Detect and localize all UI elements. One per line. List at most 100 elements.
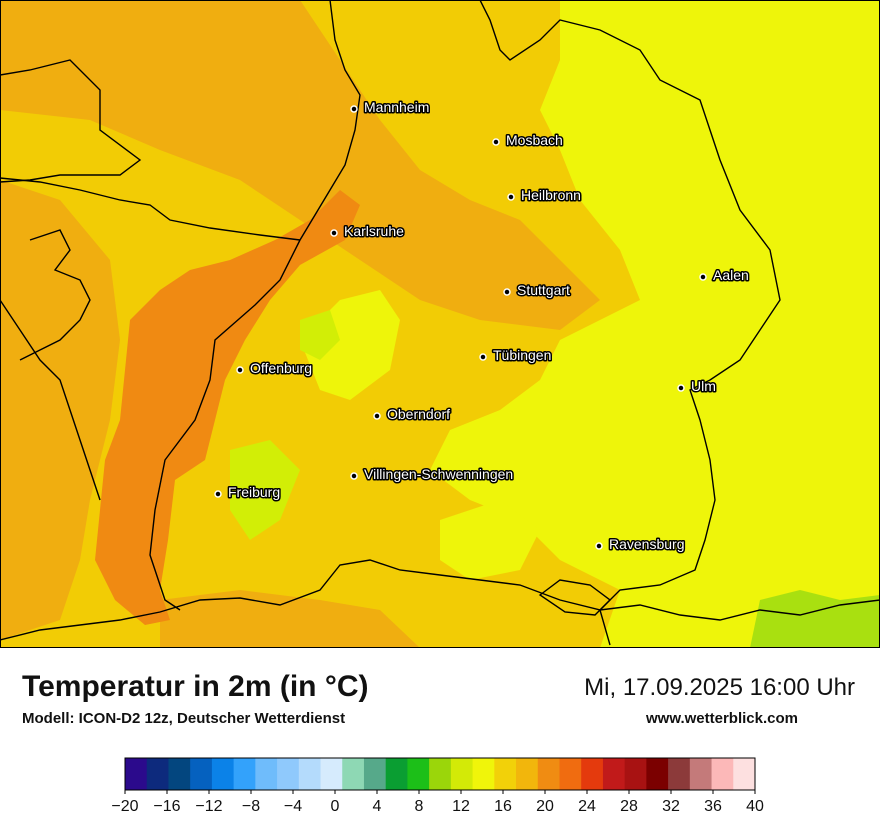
- scale-color-box: [363, 758, 387, 790]
- scale-tick-label: 0: [331, 798, 340, 815]
- scale-tick-label: 8: [415, 798, 424, 815]
- city-karlsruhe: Karlsruhe: [330, 222, 406, 241]
- city-stuttgart: Stuttgart: [503, 281, 572, 300]
- city-markers: Mannheim Mosbach Heilbronn Karlsruhe Aal…: [214, 98, 750, 554]
- fr-de-border: [0, 177, 301, 241]
- scale-color-box: [190, 758, 213, 790]
- scale-tick-label: −8: [242, 798, 260, 815]
- city-heilbronn: Heilbronn: [507, 186, 582, 205]
- scale-color-box: [472, 758, 495, 790]
- city-label-villingen: Villingen-Schwenningen: [364, 466, 513, 482]
- scale-tick-label: 32: [662, 798, 680, 815]
- city-mannheim: Mannheim: [350, 98, 431, 117]
- scale-frame: [124, 757, 756, 791]
- city-label-oberndorf: Oberndorf: [387, 406, 450, 422]
- color-scale-bar: [124, 757, 756, 791]
- borders: [0, 0, 880, 646]
- scale-color-box: [298, 758, 322, 790]
- scale-tick-label: 24: [578, 798, 596, 815]
- scale-color-box: [516, 758, 539, 790]
- scale-tick-label: −12: [195, 798, 222, 815]
- color-scale-legend: −20 −16 −12 −8 −4 0 4 8 12 16 20 24 28 32 36 40: [111, 757, 764, 815]
- scale-tick-label: 40: [746, 798, 764, 815]
- cool-region-3: [440, 500, 540, 580]
- scale-color-box: [168, 758, 191, 790]
- scale-color-box: [320, 758, 343, 790]
- city-label-ulm: Ulm: [691, 378, 716, 394]
- website-link[interactable]: www.wetterblick.com: [646, 710, 798, 727]
- scale-color-box: [646, 758, 669, 790]
- alsace-border: [19, 229, 91, 361]
- city-oberndorf: Oberndorf: [373, 405, 452, 424]
- warm-region-west: [0, 180, 120, 640]
- border-alps: [599, 599, 880, 621]
- state-border-north: [0, 59, 142, 183]
- scale-color-box: [407, 758, 430, 790]
- city-label-tuebingen: Tübingen: [493, 347, 551, 363]
- scale-color-box: [581, 758, 604, 790]
- scale-tick-label: 28: [620, 798, 638, 815]
- scale-tick-label: −16: [153, 798, 180, 815]
- scale-color-box: [559, 758, 582, 790]
- green-patch-mid: [300, 310, 340, 360]
- city-ravensburg: Ravensburg: [595, 535, 686, 554]
- scale-color-box: [385, 758, 408, 790]
- city-label-aalen: Aalen: [713, 267, 749, 283]
- city-label-mannheim: Mannheim: [364, 99, 429, 115]
- city-label-karlsruhe: Karlsruhe: [344, 223, 404, 239]
- city-label-mosbach: Mosbach: [506, 132, 563, 148]
- green-patch-bf: [230, 440, 300, 540]
- color-scale-ticks: −20 −16 −12 −8 −4 0 4 8 12 16 20 24 28 32 36 40: [111, 790, 764, 815]
- city-label-stuttgart: Stuttgart: [517, 282, 570, 298]
- scale-tick-label: −4: [284, 798, 302, 815]
- city-tuebingen: Tübingen: [479, 346, 553, 365]
- city-label-ravensburg: Ravensburg: [609, 536, 685, 552]
- scale-color-box: [668, 758, 691, 790]
- scale-color-box: [450, 758, 474, 790]
- swiss-border: [0, 559, 611, 646]
- city-label-offenburg: Offenburg: [250, 360, 312, 376]
- city-offenburg: Offenburg: [236, 359, 314, 378]
- scale-tick-label: 4: [373, 798, 382, 815]
- forecast-datetime: Mi, 17.09.2025 16:00 Uhr: [584, 674, 855, 701]
- scale-color-box: [255, 758, 278, 790]
- scale-tick-label: 12: [452, 798, 470, 815]
- scale-color-box: [233, 758, 256, 790]
- scale-tick-label: 36: [704, 798, 722, 815]
- temperature-map: Mannheim Mosbach Heilbronn Karlsruhe Aal…: [0, 0, 880, 648]
- scale-tick-label: 16: [494, 798, 512, 815]
- scale-color-box: [537, 758, 560, 790]
- scale-tick-label: 20: [536, 798, 554, 815]
- scale-color-box: [277, 758, 300, 790]
- scale-color-box: [624, 758, 647, 790]
- lake-constance: [538, 579, 612, 616]
- scale-color-box: [711, 758, 734, 790]
- scale-color-box: [429, 758, 452, 790]
- warm-region-north: [0, 0, 600, 330]
- scale-color-box: [494, 758, 517, 790]
- scale-color-box: [689, 758, 713, 790]
- scale-color-box: [602, 758, 626, 790]
- rhine-valley-hot: [95, 190, 360, 625]
- bw-border-west: [149, 0, 361, 611]
- city-mosbach: Mosbach: [492, 131, 564, 150]
- map-title: Temperatur in 2m (in °C): [22, 670, 369, 703]
- city-label-freiburg: Freiburg: [228, 484, 280, 500]
- scale-color-box: [146, 758, 169, 790]
- city-label-heilbronn: Heilbronn: [521, 187, 581, 203]
- city-freiburg: Freiburg: [214, 483, 282, 502]
- cool-region: [430, 0, 880, 648]
- scale-color-box: [211, 758, 235, 790]
- border-sw: [0, 299, 101, 501]
- city-villingen: Villingen-Schwenningen: [350, 465, 515, 484]
- scale-tick-label: −20: [111, 798, 138, 815]
- city-ulm: Ulm: [677, 377, 717, 396]
- warm-region-south: [160, 590, 420, 648]
- scale-color-box: [125, 758, 148, 790]
- scale-color-box: [733, 758, 756, 790]
- scale-color-box: [342, 758, 365, 790]
- model-info: Modell: ICON-D2 12z, Deutscher Wetterdie…: [22, 710, 346, 727]
- bw-border-north: [479, 0, 781, 611]
- city-aalen: Aalen: [699, 266, 750, 285]
- green-patch-se: [750, 590, 880, 648]
